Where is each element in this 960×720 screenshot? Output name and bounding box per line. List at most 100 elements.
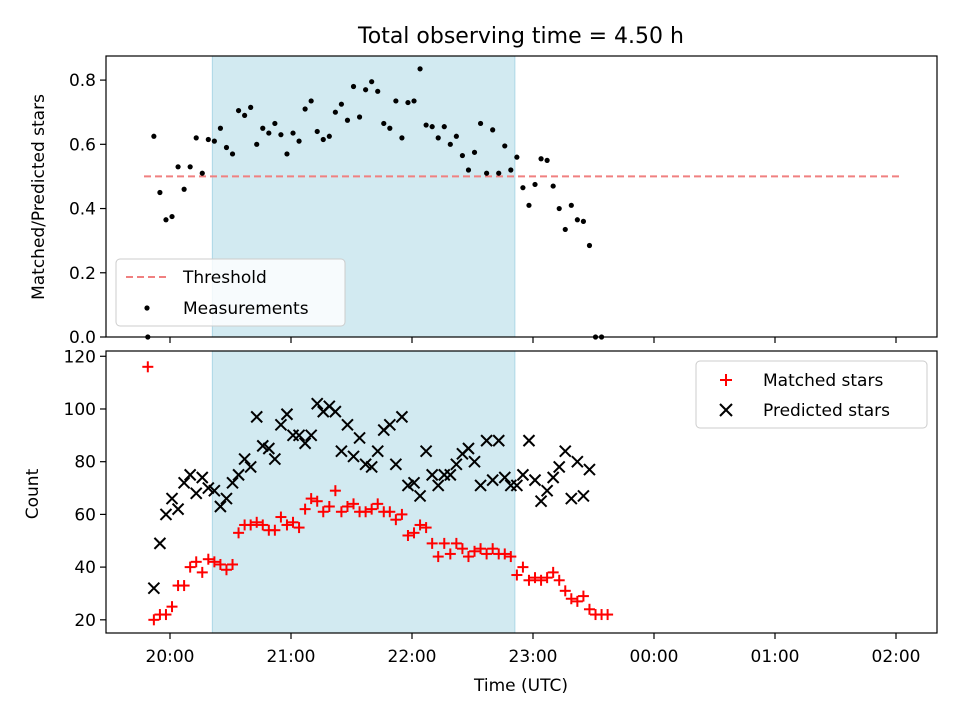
measurement-point: [344, 117, 351, 123]
measurement-point: [441, 124, 447, 130]
observing-window-shade: [211, 350, 516, 634]
measurement-point: [248, 104, 254, 110]
matched-star-point: [499, 548, 511, 560]
matched-star-point: [329, 485, 341, 497]
predicted-star-point: [510, 479, 524, 492]
matched-star-point: [420, 522, 432, 534]
predicted-star-point: [335, 444, 348, 458]
predicted-star-point: [268, 452, 282, 466]
bottom-legend-box: [695, 360, 928, 429]
bottom-xtick-label: 23:00: [509, 647, 558, 667]
matched-star-point: [372, 498, 384, 510]
predicted-star-point: [371, 444, 384, 458]
predicted-star-point: [147, 581, 161, 595]
measurement-point: [235, 107, 242, 114]
predicted-star-point: [468, 455, 481, 468]
predicted-star-point: [220, 492, 233, 505]
measurement-point: [381, 120, 387, 127]
top-ytick-label: 0.4: [69, 200, 96, 220]
bottom-plot-frame: [105, 350, 938, 634]
measurement-point: [151, 133, 157, 139]
predicted-star-point: [480, 434, 493, 447]
predicted-star-point: [546, 471, 560, 484]
predicted-star-point: [274, 418, 288, 432]
matched-star-point: [408, 527, 420, 539]
measurement-point: [199, 170, 205, 176]
matched-star-point: [462, 551, 474, 563]
bottom-ytick-label: 120: [64, 347, 96, 367]
legend-measurements-swatch: [144, 305, 150, 311]
measurement-point: [157, 189, 163, 196]
matched-star-point: [366, 503, 378, 515]
bottom-xlabel: Time (UTC): [473, 676, 568, 696]
bottom-ylabel: Count: [23, 468, 43, 519]
measurement-point: [296, 138, 302, 144]
predicted-star-point: [462, 442, 475, 455]
matched-star-point: [511, 569, 523, 581]
measurement-point: [502, 143, 508, 149]
legend-matched-label: Matched stars: [763, 371, 883, 391]
matched-star-point: [348, 498, 360, 510]
measurement-point: [320, 136, 326, 143]
measurement-point: [332, 109, 338, 115]
legend-measurements-label: Measurements: [183, 299, 309, 319]
matched-star-point: [553, 574, 565, 586]
predicted-star-point: [226, 476, 239, 489]
predicted-star-point: [395, 410, 409, 424]
predicted-star-point: [177, 476, 191, 489]
predicted-star-point: [304, 429, 318, 442]
measurement-point: [272, 120, 278, 127]
predicted-star-point: [407, 476, 421, 489]
measurement-point: [363, 87, 369, 93]
measurement-point: [314, 128, 320, 135]
predicted-star-point: [347, 450, 360, 463]
predicted-star-point: [292, 429, 306, 442]
matched-star-point: [335, 506, 347, 518]
predicted-star-point: [298, 437, 312, 450]
matched-star-point: [396, 508, 408, 520]
predicted-star-point: [171, 502, 185, 516]
matched-star-point: [245, 519, 257, 531]
predicted-star-point: [534, 495, 548, 508]
matched-star-point: [487, 543, 499, 555]
bottom-xtick-label: 02:00: [872, 647, 921, 667]
matched-star-point: [571, 595, 583, 607]
predicted-star-point: [540, 484, 554, 497]
bottom-ytick-label: 40: [74, 558, 96, 578]
top-ytick-label: 0.6: [69, 135, 96, 155]
bottom-panel: 20 40 60 80 100 120 20:00 21:00 22:00 23:00 00:00 0…: [23, 347, 938, 696]
matched-star-point: [317, 506, 329, 518]
matched-star-point: [535, 574, 547, 586]
matched-star-point: [196, 566, 208, 578]
matched-star-point: [481, 548, 493, 560]
predicted-star-point: [528, 473, 542, 487]
predicted-star-point: [262, 442, 276, 455]
measurement-point: [556, 205, 562, 212]
predicted-star-point: [365, 460, 378, 474]
matched-star-point: [577, 590, 589, 602]
predicted-star-point: [474, 479, 487, 492]
predicted-star-point: [353, 431, 366, 445]
measurement-point: [544, 157, 550, 163]
matched-star-point: [360, 506, 372, 518]
matched-star-point: [178, 580, 190, 592]
measurement-point: [496, 170, 502, 176]
predicted-star-point: [190, 487, 203, 500]
measurement-point: [538, 156, 544, 162]
matched-star-point: [233, 527, 245, 539]
bottom-ytick-label: 80: [74, 453, 96, 473]
top-ytick-label: 0.2: [69, 264, 96, 284]
measurement-point: [399, 135, 405, 141]
top-legend-box: [115, 258, 346, 327]
measurement-point: [435, 135, 441, 141]
matched-star-point: [190, 556, 202, 568]
matched-star-point: [293, 522, 305, 534]
predicted-star-point: [565, 492, 578, 505]
predicted-star-point: [159, 508, 173, 521]
measurement-point: [290, 130, 296, 136]
chart-title: Total observing time = 4.50 h: [357, 24, 684, 49]
measurement-point: [453, 133, 459, 139]
matched-star-point: [469, 545, 481, 557]
measurement-point: [260, 125, 266, 131]
